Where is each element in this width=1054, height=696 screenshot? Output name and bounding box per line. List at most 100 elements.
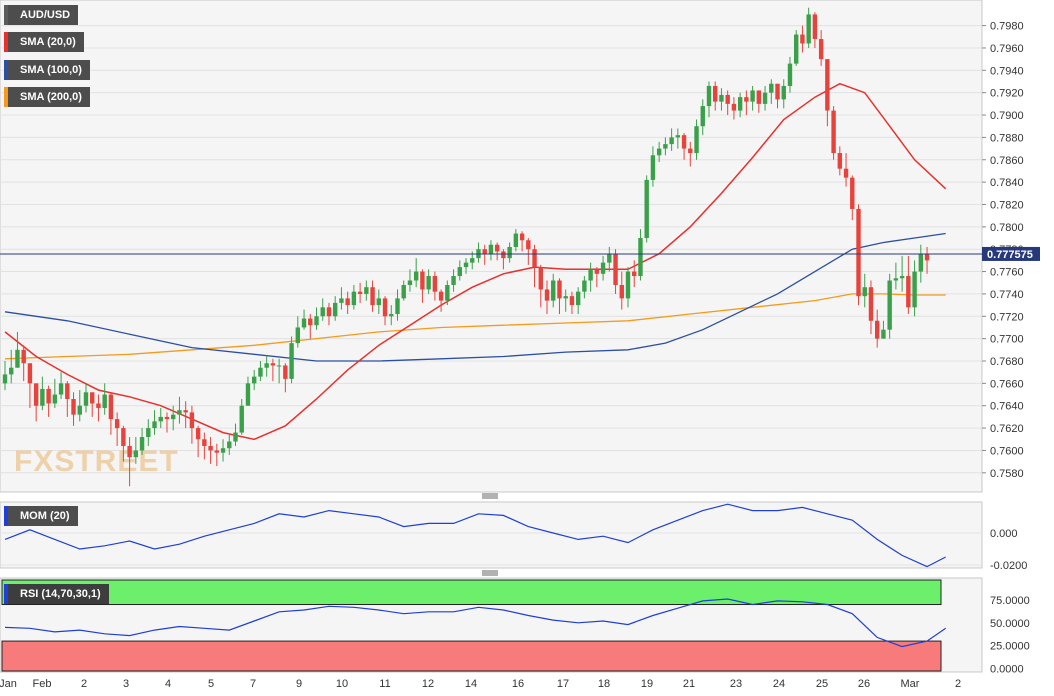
x-tick-label: 10 (336, 678, 348, 690)
x-tick-label: 17 (557, 678, 569, 690)
legend-price[interactable]: AUD/USD (4, 5, 79, 25)
mom-y-tick-label: -0.0200 (990, 560, 1027, 572)
legend-sma100[interactable]: SMA (100,0) (4, 60, 90, 80)
candle-body (171, 414, 176, 420)
x-tick-label: 12 (422, 678, 434, 690)
panel-divider-2[interactable] (482, 570, 498, 576)
candle-body (613, 253, 618, 285)
candle-body (146, 428, 151, 438)
candle-body (463, 262, 469, 268)
price-y-tick-label: 0.7720 (990, 311, 1024, 323)
candle-body (750, 90, 755, 102)
legend-sma20[interactable]: SMA (20,0) (4, 32, 84, 52)
candle-body (139, 437, 145, 451)
x-tick-label: Mar (901, 678, 920, 690)
price-y-tick-label: 0.7600 (990, 445, 1024, 457)
rsi-line (4, 598, 947, 648)
rsi-gridlines: 75.0000 50.0000 25.0000 0.0000 (990, 595, 1030, 676)
candle-body (295, 327, 301, 344)
legend-mom[interactable]: MOM (20) (4, 506, 78, 526)
candle-body (569, 296, 575, 306)
candle-body (719, 94, 724, 102)
candle-body (108, 394, 114, 420)
candle-body (482, 249, 487, 254)
candle-body (644, 179, 649, 239)
candle-body (152, 421, 157, 429)
candle-body (513, 233, 519, 247)
candle-body (227, 441, 232, 449)
candle-body (862, 287, 867, 297)
x-axis-ticks: Jan Feb 2 3 4 5 7 9 10 11 12 14 16 17 18 19 21 23 24 25 26 Ma… (0, 678, 961, 690)
candle-body (600, 262, 606, 274)
x-tick-label: 2 (955, 678, 961, 690)
candle-body (800, 34, 805, 44)
candle-body (301, 318, 307, 328)
candle-body (233, 432, 238, 442)
candle-body (451, 276, 456, 285)
candle-body (102, 394, 107, 408)
candle-body (276, 365, 282, 367)
price-gridlines (0, 25, 982, 474)
candle-body (557, 280, 562, 299)
candle-body (526, 240, 531, 250)
candle-body (843, 168, 849, 178)
legend-sma200[interactable]: SMA (200,0) (4, 87, 90, 107)
candle-body (501, 251, 506, 259)
candle-body (725, 94, 730, 104)
legend-sma200-label: SMA (200,0) (20, 91, 82, 103)
candle-body (252, 376, 257, 384)
x-tick-label: 3 (123, 678, 129, 690)
candle-body (837, 153, 843, 169)
panel-divider-1[interactable] (482, 493, 498, 499)
candle-body (426, 276, 431, 290)
legend-rsi[interactable]: RSI (14,70,30,1) (4, 584, 109, 604)
x-tick-label: 2 (81, 678, 87, 690)
candle-body (320, 307, 325, 317)
candle-body (46, 388, 51, 404)
candle-body (688, 148, 693, 154)
candle-body (2, 374, 8, 384)
candle-body (806, 14, 811, 44)
candle-body (364, 287, 369, 294)
legend-mom-label: MOM (20) (20, 510, 70, 522)
candle-body (382, 298, 388, 317)
candle-body (220, 448, 226, 453)
candle-body (906, 276, 911, 308)
candle-body (700, 106, 705, 127)
price-y-tick-label: 0.7920 (990, 88, 1024, 100)
candle-body (401, 284, 406, 299)
candle-body (376, 298, 381, 306)
candle-body (413, 271, 419, 281)
sma-100-line (4, 232, 946, 362)
candle-body (395, 298, 400, 315)
candle-body (58, 383, 64, 395)
candle-body (470, 258, 475, 263)
candle-body (625, 271, 631, 299)
price-panel: 0.7580 0.7600 0.7620 0.7640 0.7660 0.7680 0.77… (0, 0, 1040, 493)
price-y-tick-label: 0.7880 (990, 132, 1024, 144)
candle-body (650, 155, 656, 180)
candle-body (389, 314, 394, 317)
candle-body (632, 271, 637, 277)
sma-20-path (4, 82, 947, 441)
candle-body (507, 246, 512, 259)
candle-body (744, 97, 749, 102)
candlesticks (2, 7, 930, 487)
rsi-y-tick-label: 25.0000 (990, 641, 1030, 653)
candle-body (488, 244, 494, 254)
candle-body (656, 148, 662, 156)
candle-body (713, 85, 718, 102)
price-y-tick-label: 0.7660 (990, 378, 1024, 390)
candle-body (164, 416, 170, 420)
candle-body (270, 363, 276, 366)
price-y-tick-label: 0.7940 (990, 65, 1024, 77)
price-y-tick-label: 0.7820 (990, 199, 1024, 211)
candle-body (258, 367, 263, 377)
x-tick-label: 4 (165, 678, 171, 690)
price-y-tick-label: 0.7760 (990, 267, 1024, 279)
candle-body (563, 296, 568, 299)
price-y-tick-label: 0.7580 (990, 468, 1024, 480)
candle-body (283, 365, 288, 379)
candle-body (675, 135, 681, 138)
